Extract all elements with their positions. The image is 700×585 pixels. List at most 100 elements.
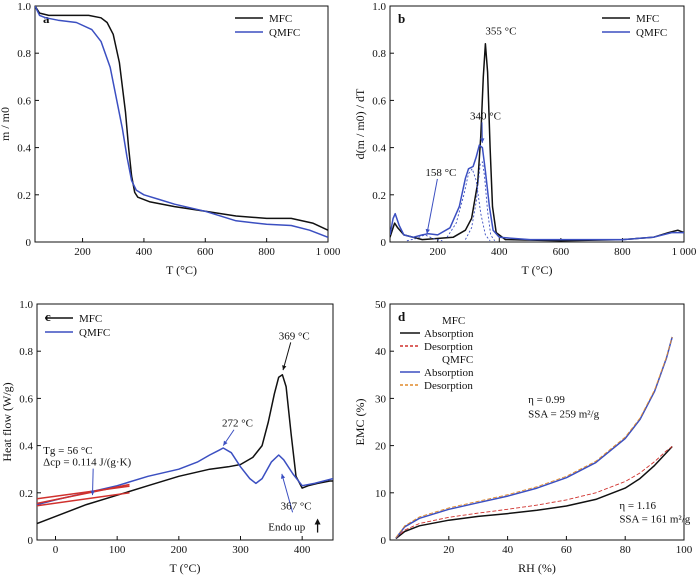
- x-tick-label: 40: [502, 544, 514, 556]
- y-tick-label: 0.2: [19, 488, 33, 500]
- y-tick-label: 0.4: [19, 441, 33, 453]
- legend-label: Desorption: [424, 341, 473, 353]
- legend-label: Desorption: [424, 380, 473, 392]
- panel-c: 0 100 200 300 400 0 0.2 0.4 0.6 0.8 1.0 T (°C) Heat …: [0, 299, 334, 575]
- series-line-component: [465, 161, 496, 242]
- x-axis-label: RH (%): [518, 561, 556, 575]
- panel-d: 20 40 60 80 100 0 10 20 30 40 50 RH (%) EMC (%) d η = …: [353, 299, 693, 575]
- y-tick-label: 30: [375, 393, 387, 405]
- plot-frame: [389, 303, 685, 541]
- x-tick-label: 200: [171, 544, 188, 556]
- x-tick-label: 200: [429, 246, 446, 258]
- x-axis-label: T (°C): [522, 263, 553, 277]
- legend-group-title: QMFC: [442, 354, 473, 366]
- legend-label: Absorption: [424, 328, 474, 340]
- annotation-arrowhead: [223, 440, 228, 446]
- x-tick-label: 300: [232, 544, 249, 556]
- y-tick-label: 0.4: [372, 143, 386, 155]
- x-tick-label: 600: [197, 246, 214, 258]
- series-line-qmfc: [390, 144, 684, 241]
- x-tick-label: 20: [443, 544, 455, 556]
- annotation-arrow: [281, 473, 294, 513]
- plot-frame: [36, 303, 334, 541]
- annotation-label: 340 °C: [470, 110, 501, 122]
- annotation-arrowhead: [282, 365, 287, 371]
- panel-label: d: [398, 309, 406, 324]
- x-tick-label: 200: [74, 246, 91, 258]
- annotation-arrow: [282, 342, 292, 371]
- series-group: [37, 374, 333, 525]
- y-tick-label: 1.0: [17, 1, 31, 13]
- annotation-label: 355 °C: [485, 25, 516, 37]
- y-tick-label: 0.8: [17, 48, 31, 60]
- series-line-qmfc: [35, 6, 328, 238]
- annotation-label: 158 °C: [425, 167, 456, 179]
- y-tick-label: 1.0: [372, 1, 386, 13]
- plot-frame: [389, 5, 685, 243]
- panel-label: b: [398, 11, 405, 26]
- legend-label: QMFC: [636, 27, 667, 39]
- x-tick-label: 1 000: [672, 246, 697, 258]
- x-axis-label: T (°C): [170, 561, 201, 575]
- y-tick-label: 0.6: [19, 393, 33, 405]
- y-tick-label: 0.4: [17, 143, 31, 155]
- y-tick-label: 0.2: [372, 190, 386, 202]
- y-tick-label: 0: [381, 535, 387, 547]
- annotation-label: Δcp = 0.114 J/(g·K): [43, 457, 131, 469]
- legend-group-title: MFC: [442, 315, 465, 327]
- y-tick-label: 0: [28, 535, 34, 547]
- x-tick-label: 400: [491, 246, 508, 258]
- series-line-component: [37, 485, 130, 500]
- annotation-label: Tg = 56 °C: [43, 445, 92, 457]
- x-tick-label: 400: [136, 246, 153, 258]
- x-tick-label: 600: [553, 246, 570, 258]
- y-tick-label: 50: [375, 299, 387, 311]
- x-tick-label: 800: [614, 246, 631, 258]
- y-tick-label: 0.8: [19, 346, 33, 358]
- annotation-arrowhead: [480, 138, 485, 143]
- series-line-component: [37, 492, 130, 507]
- y-axis-label: EMC (%): [353, 399, 367, 446]
- series-line-mfc-desorption: [395, 446, 673, 539]
- annotation-label: η = 0.99: [528, 394, 565, 406]
- series-line-component: [446, 168, 491, 242]
- y-tick-label: 1.0: [19, 299, 33, 311]
- y-tick-label: 0: [26, 237, 32, 249]
- y-tick-label: 0.6: [372, 95, 386, 107]
- annotation-label: SSA = 161 m²/g: [619, 514, 690, 526]
- annotation-arrowhead: [425, 228, 430, 234]
- y-tick-label: 0.2: [17, 190, 31, 202]
- annotation-label: Endo up: [268, 522, 305, 534]
- x-tick-label: 1 000: [316, 246, 341, 258]
- y-axis-label: Heat flow (W/g): [0, 382, 14, 461]
- x-tick-label: 400: [294, 544, 311, 556]
- annotation-label: 367 °C: [281, 500, 312, 512]
- series-line-mfc-absorption: [395, 445, 673, 540]
- annotation-arrowhead: [280, 473, 286, 479]
- annotation-label: SSA = 259 m²/g: [528, 408, 599, 420]
- series-line-qmfc-desorption: [395, 336, 673, 538]
- x-tick-label: 100: [676, 544, 693, 556]
- x-tick-label: 100: [109, 544, 126, 556]
- series-group: [395, 336, 673, 540]
- series-line-mfc: [37, 374, 333, 525]
- y-tick-label: 0.6: [17, 95, 31, 107]
- y-tick-label: 0: [381, 237, 387, 249]
- series-group: [390, 43, 684, 242]
- panel-label: c: [45, 309, 51, 324]
- y-axis-label: d(m / m0) / dT: [353, 88, 367, 159]
- endo-up-arrowhead: [314, 518, 321, 525]
- annotation-arrowhead: [90, 490, 95, 496]
- series-line-qmfc-absorption: [395, 336, 673, 539]
- y-tick-label: 40: [375, 346, 387, 358]
- series-group: [35, 6, 328, 238]
- legend-label: QMFC: [79, 327, 110, 339]
- annotation-label: 369 °C: [279, 330, 310, 342]
- series-line-mfc: [390, 43, 684, 242]
- y-tick-label: 20: [375, 441, 387, 453]
- y-axis-label: m / m0: [0, 107, 12, 141]
- panel-b: 200 400 600 800 1 000 0 0.2 0.4 0.6 0.8 1.0 T (°C) d…: [353, 1, 697, 277]
- legend-label: Absorption: [424, 367, 474, 379]
- plot-frame: [34, 5, 329, 243]
